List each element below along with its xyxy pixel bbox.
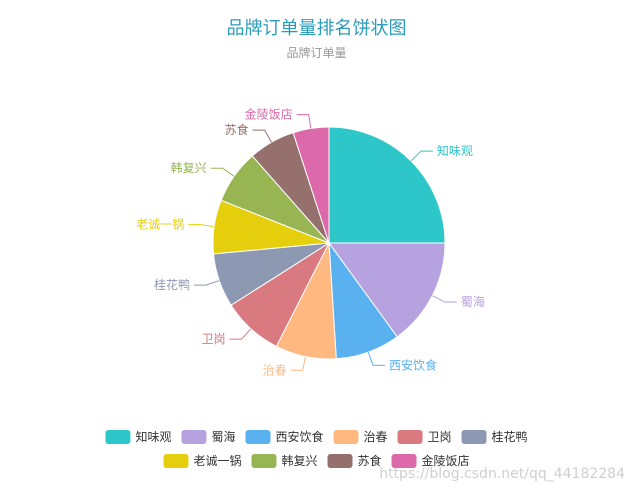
legend-swatch — [251, 454, 277, 468]
legend-label: 治春 — [364, 430, 388, 444]
label-leader-line — [229, 328, 252, 340]
pie-slice[interactable] — [292, 126, 330, 244]
slice-label: 桂花鸭 — [154, 277, 190, 292]
label-leader-line — [252, 129, 272, 143]
legend-label: 桂花鸭 — [492, 429, 528, 444]
slice-label: 知味观 — [437, 144, 473, 158]
legend-item[interactable]: 金陵饭店 — [391, 453, 470, 468]
legend-label: 韩复兴 — [281, 453, 317, 468]
legend-label: 老诚一锅 — [193, 453, 241, 468]
slice-label: 蜀海 — [461, 294, 485, 309]
legend-item[interactable]: 蜀海 — [181, 429, 235, 444]
slice-label: 韩复兴 — [171, 160, 207, 175]
legend-label: 西安饮食 — [275, 429, 323, 444]
slice-label: 老诚一锅 — [136, 217, 184, 232]
label-leader-line — [210, 167, 235, 177]
slice-label: 金陵饭店 — [245, 107, 293, 122]
pie-slices — [212, 126, 446, 360]
slice-label: 苏食 — [225, 122, 249, 137]
slice-label: 治春 — [263, 363, 287, 377]
legend-swatch — [397, 430, 423, 444]
legend-item[interactable]: 韩复兴 — [251, 453, 318, 468]
legend-swatch — [461, 430, 487, 444]
label-leader-line — [290, 356, 306, 371]
legend-item[interactable]: 治春 — [333, 430, 388, 444]
label-leader-line — [410, 150, 433, 162]
legend-label: 卫岗 — [428, 430, 452, 444]
legend-item[interactable]: 老诚一锅 — [163, 453, 241, 468]
slice-label: 西安饮食 — [389, 357, 437, 372]
legend-label: 知味观 — [135, 430, 171, 444]
label-leader-line — [188, 224, 215, 228]
chart-subtitle: 品牌订单量 — [286, 46, 347, 60]
watermark: https://blog.csdn.net/qq_44182284 — [379, 466, 625, 482]
legend-swatch — [391, 454, 417, 468]
legend-swatch — [245, 430, 271, 444]
legend-swatch — [105, 430, 131, 444]
legend-swatch — [333, 430, 359, 444]
legend-item[interactable]: 桂花鸭 — [461, 429, 528, 444]
label-leader-line — [432, 295, 457, 303]
legend-swatch — [163, 454, 189, 468]
label-leader-line — [194, 280, 220, 286]
legend-label: 蜀海 — [211, 429, 235, 444]
legend-swatch — [181, 430, 207, 444]
legend-item[interactable]: 西安饮食 — [245, 429, 324, 444]
label-leader-line — [296, 114, 312, 129]
chart-title: 品牌订单量排名饼状图 — [226, 18, 407, 39]
legend-item[interactable]: 苏食 — [327, 453, 382, 468]
label-leader-line — [367, 351, 386, 366]
legend-label: 苏食 — [358, 453, 382, 468]
legend-item[interactable]: 卫岗 — [397, 430, 452, 444]
slice-label: 卫岗 — [201, 332, 225, 346]
pie-slice[interactable] — [328, 242, 446, 338]
legend-item[interactable]: 知味观 — [105, 430, 171, 444]
legend-swatch — [327, 454, 353, 468]
pie-slice[interactable] — [328, 126, 446, 244]
legend-label: 金陵饭店 — [422, 453, 470, 468]
